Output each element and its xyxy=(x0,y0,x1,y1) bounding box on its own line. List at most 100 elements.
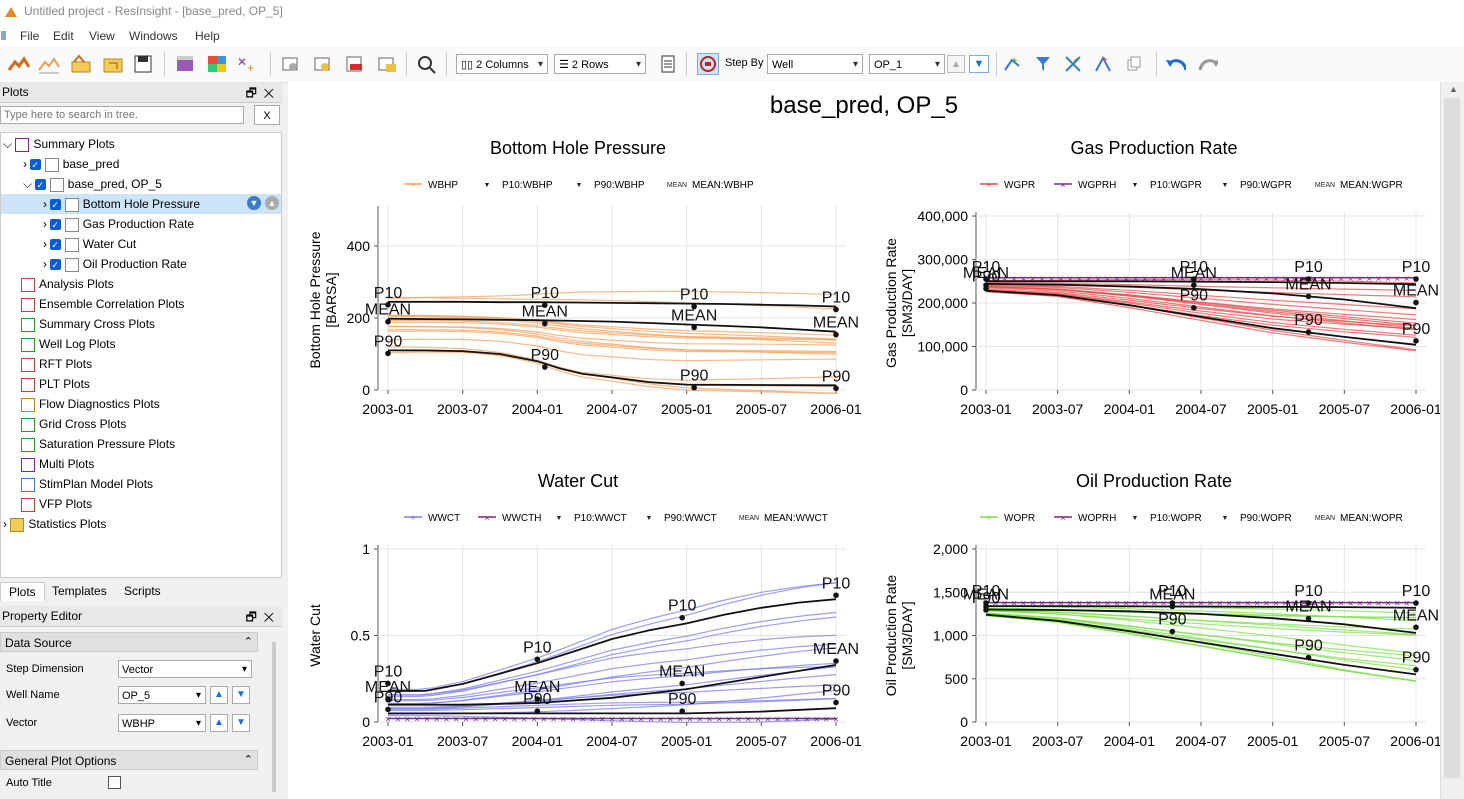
tree-item-saturation-pressure-plots[interactable]: Saturation Pressure Plots xyxy=(21,434,175,454)
menu-view[interactable]: View xyxy=(89,29,115,43)
x-tick-label: 2003-01 xyxy=(960,733,1012,749)
filter-curves-button[interactable] xyxy=(1032,53,1054,75)
zoom-all-button[interactable] xyxy=(416,53,438,75)
linked-views-button[interactable]: ✕ + xyxy=(236,53,258,75)
auto-title-checkbox[interactable] xyxy=(108,776,121,789)
tree-item-rft-plots[interactable]: RFT Plots xyxy=(21,354,92,374)
previous-well-button[interactable]: ▲ xyxy=(947,55,965,73)
tree-item-oil-production-rate[interactable]: › Oil Production Rate xyxy=(43,254,187,275)
well-select[interactable]: OP_1 ▾ xyxy=(869,54,945,74)
tree-item-plt-plots[interactable]: PLT Plots xyxy=(21,374,90,394)
menu-file[interactable]: File xyxy=(20,29,40,43)
step-dimension-select[interactable]: Vector ▾ xyxy=(118,660,252,678)
vector-prev-button[interactable]: ▲ xyxy=(210,714,228,732)
tree-item-summary-plots[interactable]: ⌵ Summary Plots xyxy=(3,134,115,154)
menu-edit[interactable]: Edit xyxy=(53,29,74,43)
toolbar-separator xyxy=(686,52,687,76)
y-axis-label: Bottom Hole Pressure xyxy=(307,231,323,368)
checkbox[interactable] xyxy=(50,255,62,275)
general-plot-options-header[interactable]: General Plot Options ⌃ xyxy=(0,750,258,770)
tree-item-base-pred[interactable]: › base_pred xyxy=(23,154,119,175)
rows-select[interactable]: ☰ 2 Rows ▾ xyxy=(554,54,646,74)
move-up-icon[interactable]: ▲ xyxy=(265,196,279,210)
tree-item-bottom-hole-pressure[interactable]: › Bottom Hole Pressure ▼ ▲ xyxy=(1,194,281,215)
tab-scripts[interactable]: Scripts xyxy=(124,584,161,598)
statistic-label: P10 xyxy=(822,575,851,592)
statistic-marker xyxy=(1169,603,1176,610)
new-3d-view-button[interactable] xyxy=(174,53,196,75)
tree-item-multi-plots[interactable]: Multi Plots xyxy=(21,454,94,474)
export-pdf-button[interactable] xyxy=(344,53,366,75)
property-scrollbar[interactable] xyxy=(272,642,276,792)
menu-windows[interactable]: Windows xyxy=(129,29,178,43)
import-surface-button[interactable] xyxy=(8,53,30,75)
tree-item-grid-cross-plots[interactable]: Grid Cross Plots xyxy=(21,414,126,434)
snapshot-to-file-button[interactable] xyxy=(376,53,398,75)
tab-templates[interactable]: Templates xyxy=(52,584,107,598)
checkbox[interactable] xyxy=(35,175,47,195)
ensemble-plot-button[interactable]: + xyxy=(1092,53,1114,75)
scroll-thumb[interactable] xyxy=(1444,98,1460,778)
well-prev-button[interactable]: ▲ xyxy=(210,686,228,704)
open-project-button[interactable] xyxy=(102,53,124,75)
well-name-select[interactable]: OP_5 ▾ xyxy=(118,686,206,704)
save-project-button[interactable] xyxy=(132,53,154,75)
float-icon[interactable]: 🗗 xyxy=(245,86,257,100)
tree-item-label: Bottom Hole Pressure xyxy=(82,197,201,211)
tree-item-water-cut[interactable]: › Water Cut xyxy=(43,234,136,255)
add-curve-button[interactable]: + xyxy=(1001,53,1023,75)
columns-select[interactable]: ▯▯ 2 Columns ▾ xyxy=(456,54,548,74)
snapshot-all-button[interactable] xyxy=(312,53,334,75)
move-down-icon[interactable]: ▼ xyxy=(247,196,261,210)
vertical-scrollbar[interactable]: ▲ xyxy=(1440,82,1464,799)
checkbox[interactable] xyxy=(50,195,62,215)
redo-button[interactable] xyxy=(1196,53,1218,75)
vector-next-button[interactable]: ▼ xyxy=(232,714,250,732)
data-source-group-header[interactable]: Data Source ⌃ xyxy=(0,632,258,652)
tree-item-stimplan-model-plots[interactable]: StimPlan Model Plots xyxy=(21,474,153,494)
tree-item-summary-cross-plots[interactable]: Summary Cross Plots xyxy=(21,314,155,334)
close-icon[interactable]: ✕ xyxy=(263,86,274,100)
tree-search-input[interactable] xyxy=(0,106,244,124)
legend-entry: P10:WBHP xyxy=(502,180,553,191)
import-horizon-button[interactable] xyxy=(38,53,60,75)
toolbar-separator xyxy=(996,52,997,76)
history-marker: × xyxy=(1217,274,1223,285)
app-logo-icon xyxy=(5,7,17,17)
history-marker: × xyxy=(512,715,518,726)
tree-item-analysis-plots[interactable]: Analysis Plots xyxy=(21,274,114,294)
float-icon[interactable]: 🗗 xyxy=(245,610,257,624)
vector-select[interactable]: WBHP ▾ xyxy=(118,714,206,732)
tree-item-gas-production-rate[interactable]: › Gas Production Rate xyxy=(43,214,194,235)
grid-view-button[interactable] xyxy=(206,53,228,75)
import-well-button[interactable] xyxy=(70,53,92,75)
checkbox[interactable] xyxy=(50,235,62,255)
tree-item-ensemble-correlation-plots[interactable]: Ensemble Correlation Plots xyxy=(21,294,184,314)
chevron-down-icon: ⌵ xyxy=(3,137,13,151)
tree-item-well-log-plots[interactable]: Well Log Plots xyxy=(21,334,115,354)
step-by-toggle-button[interactable] xyxy=(697,53,719,75)
tree-item-statistics-plots[interactable]: › Statistics Plots xyxy=(3,514,106,534)
statistic-label: MEAN xyxy=(1285,276,1331,293)
clear-search-button[interactable]: X xyxy=(254,105,280,125)
close-icon[interactable]: ✕ xyxy=(263,610,274,624)
undo-button[interactable] xyxy=(1164,53,1186,75)
tree-item-vfp-plots[interactable]: VFP Plots xyxy=(21,494,92,514)
checkbox[interactable] xyxy=(30,155,42,175)
step-by-select[interactable]: Well ▾ xyxy=(767,54,863,74)
correlation-plots-icon xyxy=(21,297,35,312)
tab-plots[interactable]: Plots xyxy=(0,582,45,601)
scroll-up-icon[interactable]: ▲ xyxy=(1449,84,1458,94)
well-next-button[interactable]: ▼ xyxy=(232,686,250,704)
page-layout-button[interactable] xyxy=(657,53,679,75)
tree-item-flow-diagnostics-plots[interactable]: Flow Diagnostics Plots xyxy=(21,394,160,414)
snapshot-button[interactable] xyxy=(280,53,302,75)
checkbox[interactable] xyxy=(50,215,62,235)
next-well-button[interactable]: ▼ xyxy=(969,55,989,73)
copy-button[interactable] xyxy=(1123,53,1145,75)
y-tick-label: 100,000 xyxy=(917,339,968,355)
menu-help[interactable]: Help xyxy=(195,29,220,43)
triangle-up-icon: ▲ xyxy=(214,717,224,728)
tree-item-base-pred-op5[interactable]: ⌵ base_pred, OP_5 xyxy=(23,174,162,195)
cross-plot-button[interactable]: + xyxy=(1062,53,1084,75)
